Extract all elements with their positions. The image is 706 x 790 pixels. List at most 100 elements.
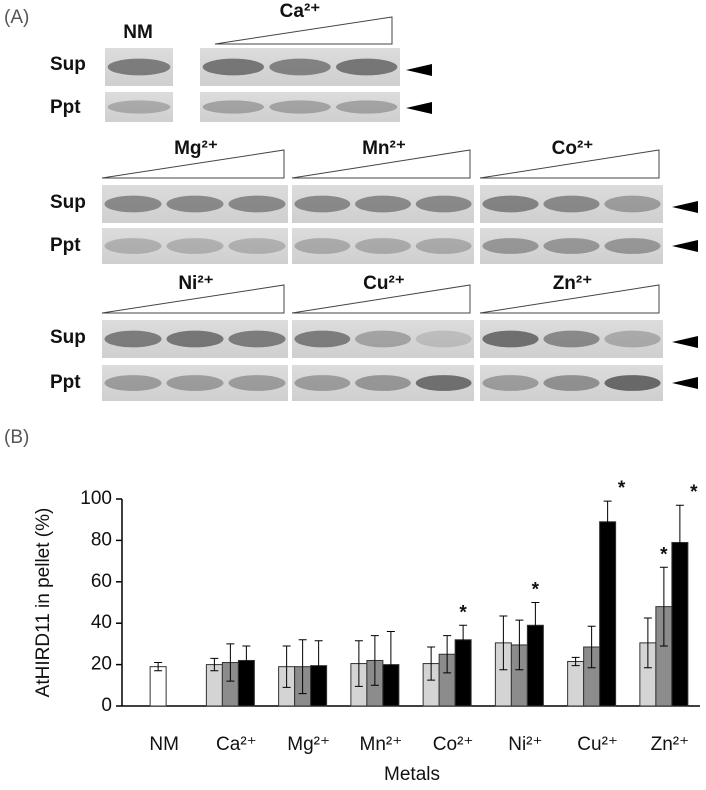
- lane-label: Mn²⁺: [362, 138, 406, 159]
- bar: [599, 521, 617, 707]
- gel-band: [228, 238, 286, 254]
- error-bar: [515, 619, 524, 671]
- gel-band: [107, 100, 171, 114]
- x-tick-label: Cu²⁺: [577, 734, 618, 755]
- error-bar: [210, 657, 219, 672]
- gel-band: [415, 330, 472, 348]
- gel-band: [604, 375, 661, 391]
- y-tick-label: 100: [80, 488, 112, 509]
- arrowhead: [672, 377, 698, 389]
- error-bar: [443, 635, 452, 674]
- error-bar: [603, 500, 612, 543]
- lane-label: Zn²⁺: [553, 273, 593, 294]
- error-bar: [531, 602, 540, 649]
- gel-band: [294, 330, 351, 348]
- y-axis-label: AtHIRD11 in pellet (%): [33, 508, 54, 698]
- gel-band: [543, 195, 600, 213]
- gel-band: [355, 195, 411, 213]
- y-tick-label: 0: [101, 695, 112, 716]
- arrowhead: [406, 64, 432, 76]
- gel-band: [202, 100, 264, 114]
- x-tick-label: Zn²⁺: [651, 734, 690, 755]
- gel-band: [107, 58, 171, 76]
- gel-band: [482, 375, 539, 391]
- gel-band: [482, 195, 539, 213]
- panel-label: (B): [4, 427, 29, 448]
- gradient-wedge: [101, 149, 285, 179]
- gel-band: [269, 58, 331, 76]
- gel-band: [104, 330, 162, 348]
- gel-strip: [102, 228, 288, 264]
- gel-band: [294, 195, 351, 213]
- x-tick-label: Mg²⁺: [287, 734, 330, 755]
- panel-label: (A): [4, 7, 29, 28]
- row-label: Sup: [50, 54, 86, 75]
- gel-strip: [105, 92, 173, 122]
- lane-label: Ca²⁺: [280, 1, 321, 22]
- y-tick-label: 60: [91, 571, 112, 592]
- gradient-wedge: [291, 284, 471, 314]
- error-bar: [459, 624, 468, 655]
- gradient-wedge: [214, 16, 393, 45]
- row-label: Sup: [50, 192, 86, 213]
- bar: [149, 666, 167, 707]
- gel-band: [166, 238, 224, 254]
- significance-marker: *: [459, 602, 467, 623]
- gel-band: [336, 100, 398, 114]
- x-axis-label: Metals: [384, 764, 440, 785]
- gel-band: [202, 58, 264, 76]
- lane-label: Co²⁺: [552, 138, 594, 159]
- gel-band: [166, 330, 224, 348]
- gel-band: [482, 330, 539, 348]
- row-label: Ppt: [50, 235, 81, 256]
- error-bar: [659, 566, 668, 647]
- gradient-wedge: [291, 149, 471, 179]
- gel-band: [355, 238, 411, 254]
- row-label: Ppt: [50, 372, 81, 393]
- lane-label: Ni²⁺: [178, 273, 213, 294]
- row-label: Sup: [50, 327, 86, 348]
- gel-band: [543, 330, 600, 348]
- gel-band: [355, 330, 411, 348]
- error-bar: [354, 640, 363, 687]
- arrowhead: [406, 102, 432, 114]
- gel-band: [294, 238, 351, 254]
- gel-band: [166, 375, 224, 391]
- gel-band: [415, 195, 472, 213]
- error-bar: [675, 504, 684, 581]
- significance-marker: *: [690, 482, 698, 503]
- error-bar: [154, 662, 163, 672]
- bar: [567, 660, 585, 707]
- error-bar: [587, 625, 596, 669]
- arrowhead: [672, 240, 698, 252]
- gel-strip: [102, 365, 288, 401]
- error-bar: [282, 645, 291, 688]
- significance-marker: *: [532, 580, 540, 601]
- x-tick-label: Co²⁺: [433, 734, 474, 755]
- error-bar: [314, 640, 323, 691]
- error-bar: [571, 656, 580, 667]
- lane-label: Cu²⁺: [363, 273, 405, 294]
- gradient-wedge: [479, 284, 660, 314]
- gel-band: [104, 195, 162, 213]
- gel-band: [104, 375, 162, 391]
- gel-band: [228, 375, 286, 391]
- x-tick-label: Ni²⁺: [508, 734, 542, 755]
- gel-band: [543, 375, 600, 391]
- arrowhead: [672, 201, 698, 213]
- gel-band: [482, 238, 539, 254]
- error-bar: [386, 630, 395, 699]
- gel-band: [604, 195, 661, 213]
- gel-band: [604, 330, 661, 348]
- y-tick-label: 80: [91, 529, 112, 550]
- significance-marker: *: [618, 478, 626, 499]
- x-tick-label: Ca²⁺: [216, 734, 257, 755]
- y-tick-label: 20: [91, 654, 112, 675]
- gel-band: [166, 195, 224, 213]
- error-bar: [427, 646, 436, 681]
- gel-band: [415, 238, 472, 254]
- error-bar: [370, 635, 379, 686]
- lane-label: Mg²⁺: [174, 138, 218, 159]
- error-bar: [643, 617, 652, 669]
